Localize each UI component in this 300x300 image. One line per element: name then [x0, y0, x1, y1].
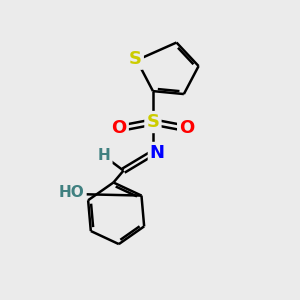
- Text: H: H: [98, 148, 111, 164]
- Text: O: O: [112, 119, 127, 137]
- Text: HO: HO: [59, 185, 85, 200]
- Text: S: S: [129, 50, 142, 68]
- Text: S: S: [146, 113, 159, 131]
- Text: N: N: [150, 144, 165, 162]
- Text: O: O: [179, 119, 194, 137]
